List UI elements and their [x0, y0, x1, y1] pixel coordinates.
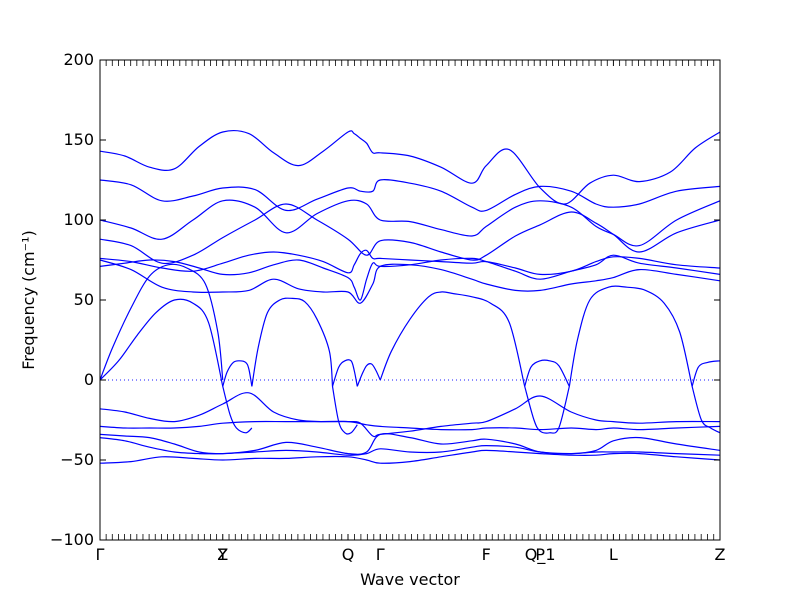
x-tick-label: Z — [217, 545, 228, 564]
band-line-9 — [100, 298, 224, 387]
y-tick-label: −100 — [50, 530, 94, 549]
band-line-26 — [100, 449, 720, 464]
band-line-12 — [331, 359, 358, 387]
band-line-16 — [568, 285, 693, 387]
band-line-5 — [100, 249, 720, 276]
x-axis-label: Wave vector — [360, 570, 460, 589]
band-line-22 — [691, 386, 720, 434]
x-tick-label: Q — [342, 545, 355, 564]
band-line-13 — [356, 363, 381, 387]
band-line-11 — [251, 297, 334, 387]
band-line-10 — [222, 360, 253, 387]
band-line-25 — [100, 437, 720, 456]
band-line-19 — [222, 386, 253, 434]
band-line-17 — [691, 360, 720, 387]
plot-area — [99, 59, 721, 541]
x-tick-label: F — [482, 545, 491, 564]
y-tick-label: −50 — [60, 450, 94, 469]
y-axis-label: Frequency (cm⁻¹) — [19, 230, 38, 369]
band-line-2 — [100, 179, 720, 212]
y-tick-label: 150 — [63, 130, 94, 149]
x-tick-label: Q_1 — [525, 545, 556, 565]
band-line-4 — [100, 203, 720, 265]
band-line-8 — [100, 263, 224, 381]
y-tick-label: 0 — [84, 370, 94, 389]
band-line-21 — [524, 386, 570, 434]
x-tick-label: Y — [217, 545, 228, 564]
band-line-23 — [100, 420, 720, 431]
band-line-6 — [100, 254, 720, 301]
band-line-18 — [100, 392, 720, 438]
y-tick-label: 200 — [63, 50, 94, 69]
y-tick-label: 100 — [63, 210, 94, 229]
band-lines — [100, 130, 720, 464]
x-tick-label: P — [535, 545, 545, 564]
band-line-15 — [524, 359, 570, 387]
band-line-20 — [331, 386, 358, 435]
band-line-7 — [100, 259, 720, 304]
plot-frame — [99, 59, 721, 541]
band-line-24 — [100, 433, 720, 455]
band-line-1 — [100, 130, 720, 205]
x-tick-label: Z — [715, 545, 726, 564]
x-tick-label: Γ — [376, 545, 385, 564]
band-line-14 — [379, 291, 526, 387]
band-line-3 — [100, 199, 720, 247]
x-tick-label: L — [609, 545, 618, 564]
y-tick-label: 50 — [74, 290, 94, 309]
x-tick-label: Γ — [96, 545, 105, 564]
